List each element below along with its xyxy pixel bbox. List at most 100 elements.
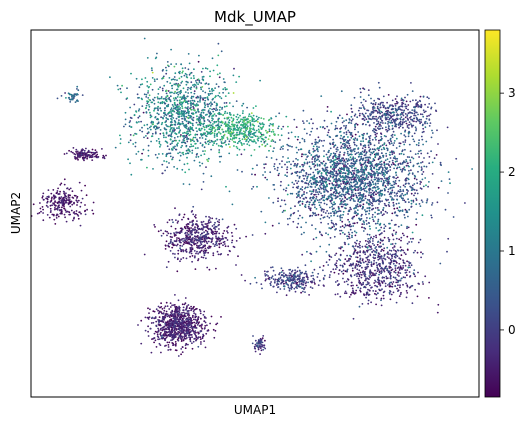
scatter-point [309,286,312,288]
scatter-point [177,237,180,240]
scatter-point [345,158,348,160]
scatter-point [364,100,367,102]
scatter-point [169,143,172,146]
scatter-point [184,239,187,242]
scatter-point [183,241,186,244]
scatter-point [323,194,326,197]
scatter-point [375,129,378,132]
scatter-point [200,188,203,191]
scatter-point [172,304,175,306]
scatter-point [382,257,385,260]
scatter-point [396,195,399,197]
scatter-point [410,206,413,208]
scatter-point [374,172,377,175]
scatter-point [401,199,404,201]
scatter-point [185,251,188,253]
scatter-point [365,223,368,225]
scatter-point [177,323,180,325]
scatter-point [367,288,369,291]
scatter-point [391,212,394,215]
scatter-point [72,219,74,222]
scatter-point [49,201,52,203]
scatter-point [385,277,388,280]
scatter-point [149,327,152,330]
scatter-point [270,281,272,283]
scatter-point [202,256,205,259]
scatter-point [281,274,283,276]
scatter-point [251,234,254,236]
scatter-point [196,220,198,223]
scatter-point [431,173,434,175]
scatter-point [173,329,175,332]
scatter-point [92,152,95,154]
scatter-point [404,96,406,99]
scatter-point [366,233,369,236]
scatter-point [394,211,396,214]
scatter-point [65,192,67,195]
scatter-point [133,103,136,106]
scatter-point [359,143,362,145]
scatter-point [401,161,404,164]
scatter-point [254,339,257,342]
scatter-point [92,153,95,156]
scatter-point [354,137,357,140]
scatter-point [336,146,339,149]
scatter-point [415,111,417,114]
scatter-point [46,198,49,201]
scatter-point [312,212,315,215]
scatter-point [418,150,420,153]
scatter-point [272,269,275,272]
scatter-point [162,232,165,235]
scatter-point [165,314,168,316]
scatter-point [373,171,376,174]
scatter-point [202,98,205,101]
scatter-point [296,287,298,289]
scatter-point [372,249,375,252]
scatter-point [153,341,156,344]
scatter-point [196,241,199,244]
scatter-point [42,192,45,195]
scatter-point [382,114,384,116]
scatter-point [421,281,424,283]
scatter-point [265,156,268,159]
scatter-point [417,170,419,173]
scatter-point [309,215,311,218]
scatter-point [360,157,362,160]
scatter-point [406,274,408,277]
scatter-point [437,143,439,145]
scatter-point [415,120,418,123]
scatter-point [378,203,380,205]
scatter-point [219,138,222,141]
scatter-point [347,175,349,178]
scatter-point [181,322,184,325]
scatter-point [287,149,289,151]
scatter-point [67,194,70,196]
scatter-point [405,296,408,299]
scatter-point [401,169,404,172]
scatter-point [129,139,132,142]
scatter-point [302,283,305,286]
scatter-point [419,100,422,103]
scatter-point [168,328,171,331]
scatter-point [383,230,386,233]
scatter-point [161,87,164,90]
scatter-point [418,203,421,205]
scatter-point [323,274,326,277]
scatter-point [194,268,197,270]
scatter-point [436,311,439,314]
scatter-point [394,122,396,125]
scatter-point [79,156,81,159]
scatter-point [63,202,66,205]
scatter-point [437,186,440,189]
scatter-point [391,115,394,117]
scatter-point [351,191,354,194]
scatter-point [356,203,359,206]
scatter-point [364,253,367,256]
scatter-point [401,109,403,111]
scatter-point [314,193,317,196]
scatter-point [335,148,338,151]
scatter-point [349,258,352,260]
scatter-point [94,152,97,154]
scatter-point [295,126,298,128]
scatter-point [168,148,171,151]
